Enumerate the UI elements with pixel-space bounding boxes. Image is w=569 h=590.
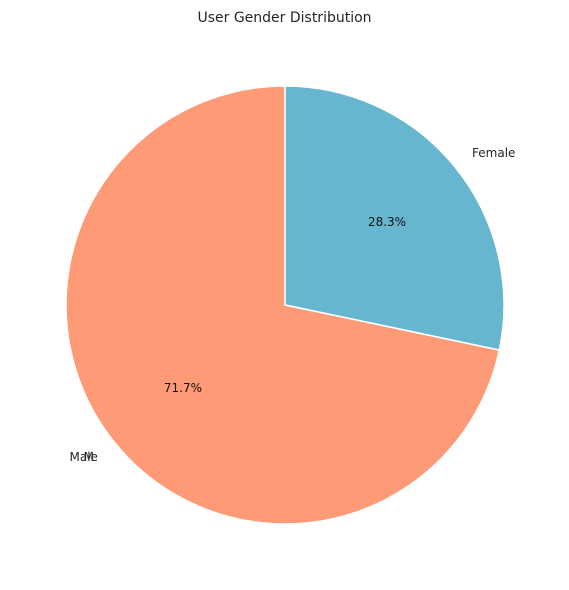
category-label-male: Male <box>70 450 98 464</box>
pie-labels: Female 28.3% Male 71.7% M <box>70 146 516 464</box>
percent-label-male: 71.7% <box>164 381 202 395</box>
pie-slice-male <box>65 85 501 525</box>
pie-slices <box>65 85 505 525</box>
category-label-female: Female <box>472 146 515 160</box>
percent-label-female: 28.3% <box>368 215 406 229</box>
overlapping-extra-label: M <box>84 450 94 464</box>
pie-slice-female <box>284 85 505 351</box>
chart-title: User Gender Distribution <box>197 10 371 26</box>
